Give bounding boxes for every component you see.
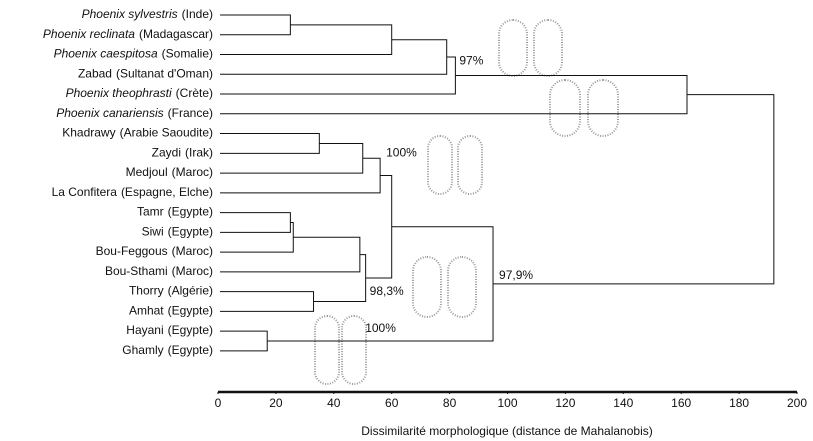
merge-link — [220, 56, 456, 95]
x-axis-label: Dissimilarité morphologique (distance de… — [361, 424, 652, 438]
leaf-label: Amhat (Egypte) — [129, 304, 213, 318]
leaf-label: Medjoul (Maroc) — [126, 165, 213, 179]
leaf-label: La Confitera (Espagne, Elche) — [52, 185, 213, 199]
seed-outline — [412, 256, 442, 318]
seed-outline — [549, 79, 581, 137]
leaf-origin: (Egypte) — [168, 343, 213, 357]
seed-outline — [533, 19, 563, 77]
leaf-origin: (Egypte) — [168, 323, 213, 337]
seed-outline — [498, 19, 528, 77]
leaf-label: Phoenix sylvestris (Inde) — [82, 7, 213, 21]
seed-outline — [427, 135, 453, 195]
leaf-label: Phoenix caespitosa (Somalie) — [54, 47, 213, 61]
merge-link — [365, 175, 393, 279]
leaf-name: Phoenix sylvestris — [82, 7, 178, 21]
x-tick-label: 40 — [327, 396, 341, 410]
leaf-name: Hayani — [126, 323, 163, 337]
leaf-name: Phoenix theophrasti — [66, 86, 172, 100]
leaf-label: Siwi (Egypte) — [142, 225, 213, 239]
leaf-label: Khadrawy (Arabie Saoudite) — [62, 126, 213, 140]
merge-link — [220, 14, 291, 36]
seed-outline — [314, 315, 340, 385]
leaf-origin: (Maroc) — [172, 244, 213, 258]
x-tick-label: 80 — [443, 396, 457, 410]
seed-outline — [587, 79, 619, 137]
seed-outlines — [314, 19, 619, 385]
leaf-name: Amhat — [129, 304, 164, 318]
leaf-origin: (Sultanat d'Oman) — [116, 66, 213, 80]
merge-link — [493, 94, 775, 285]
leaf-name: La Confitera — [52, 185, 118, 199]
merge-link — [220, 330, 268, 352]
annotation: 97,9% — [499, 268, 533, 282]
merge-link — [220, 24, 393, 56]
merge-link — [220, 212, 291, 233]
leaf-origin: (France) — [168, 106, 213, 120]
leaf-name: Khadrawy — [62, 126, 115, 140]
x-tick-label: 100 — [497, 396, 517, 410]
x-tick-label: 0 — [215, 396, 222, 410]
leaf-origin: (Egypte) — [168, 205, 213, 219]
leaf-label: Hayani (Egypte) — [126, 323, 213, 337]
merge-link — [220, 291, 315, 312]
leaf-label: Bou-Feggous (Maroc) — [96, 244, 213, 258]
leaf-label: Ghamly (Egypte) — [122, 343, 213, 357]
seed-outline — [457, 135, 483, 195]
merge-link — [220, 157, 381, 194]
leaf-origin: (Maroc) — [172, 165, 213, 179]
annotation: 98,3% — [370, 284, 404, 298]
merge-link — [220, 236, 361, 273]
leaf-origin: (Madagascar) — [139, 27, 213, 41]
annotation: 97% — [459, 54, 483, 68]
leaf-name: Bou-Feggous — [96, 244, 168, 258]
x-tick-label: 20 — [269, 396, 283, 410]
leaf-name: Thorry — [129, 284, 164, 298]
leaf-name: Phoenix reclinata — [43, 27, 135, 41]
leaf-origin: (Inde) — [182, 7, 213, 21]
seed-outline — [341, 315, 367, 385]
leaf-label: Phoenix reclinata (Madagascar) — [43, 27, 213, 41]
annotation: 100% — [365, 321, 396, 335]
leaf-name: Siwi — [142, 225, 164, 239]
leaf-label: Zabad (Sultanat d'Oman) — [78, 66, 213, 80]
x-tick-label: 140 — [613, 396, 633, 410]
leaf-origin: (Somalie) — [162, 47, 213, 61]
merge-link — [313, 254, 367, 303]
leaf-origin: (Irak) — [185, 145, 213, 159]
leaf-name: Zabad — [78, 66, 112, 80]
leaf-name: Phoenix canariensis — [56, 106, 163, 120]
x-tick-label: 200 — [787, 396, 807, 410]
leaf-origin: (Espagne, Elche) — [121, 185, 213, 199]
leaf-name: Tamr — [137, 205, 164, 219]
leaf-origin: (Egypte) — [168, 304, 213, 318]
leaf-label: Phoenix canariensis (France) — [56, 106, 213, 120]
leaf-name: Phoenix caespitosa — [54, 47, 158, 61]
seed-outline — [447, 256, 477, 318]
leaf-name: Medjoul — [126, 165, 168, 179]
leaf-label: Phoenix theophrasti (Crète) — [66, 86, 213, 100]
annotation: 100% — [386, 146, 417, 160]
x-tick-label: 180 — [729, 396, 749, 410]
leaf-origin: (Crète) — [176, 86, 213, 100]
leaf-label: Zaydi (Irak) — [152, 145, 213, 159]
merge-link — [220, 39, 448, 75]
leaf-origin: (Arabie Saoudite) — [120, 126, 213, 140]
leaf-origin: (Algérie) — [168, 284, 213, 298]
merge-link — [220, 142, 364, 174]
merge-link — [220, 133, 320, 154]
x-tick-label: 160 — [671, 396, 691, 410]
merge-link — [220, 75, 688, 115]
leaf-name: Bou-Sthami — [105, 264, 168, 278]
leaf-origin: (Egypte) — [168, 225, 213, 239]
leaf-label: Bou-Sthami (Maroc) — [105, 264, 213, 278]
leaf-name: Ghamly — [122, 343, 163, 357]
leaf-label: Tamr (Egypte) — [137, 205, 213, 219]
leaf-origin: (Maroc) — [172, 264, 213, 278]
leaf-label: Thorry (Algérie) — [129, 284, 213, 298]
x-tick-label: 60 — [385, 396, 399, 410]
x-tick-label: 120 — [555, 396, 575, 410]
merge-link — [220, 221, 294, 253]
leaf-name: Zaydi — [152, 145, 181, 159]
